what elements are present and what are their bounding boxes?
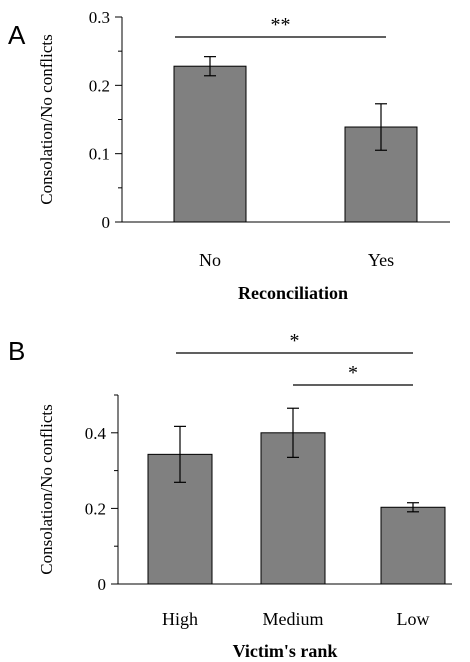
significance-label: * bbox=[290, 330, 300, 352]
x-tick-label: Yes bbox=[368, 250, 394, 270]
x-tick-label: No bbox=[199, 250, 221, 270]
x-tick-label: Low bbox=[397, 609, 430, 629]
bar-no bbox=[173, 65, 247, 223]
significance-label: * bbox=[348, 362, 358, 384]
y-tick-label: 0.3 bbox=[89, 8, 110, 27]
panel-b: B 0 0.2 0.4 Consolation/No conflicts High Medi… bbox=[8, 330, 452, 661]
panel-label: A bbox=[8, 20, 26, 50]
panel-a: A 0 0.1 0.2 0.3 Consolation/No conflicts No Yes… bbox=[8, 8, 450, 303]
y-tick-label: 0.2 bbox=[85, 499, 106, 518]
x-tick-label: Medium bbox=[263, 609, 324, 629]
y-tick-label: 0.2 bbox=[89, 76, 110, 95]
y-tick-label: 0 bbox=[98, 575, 107, 594]
x-tick-label: High bbox=[162, 609, 198, 629]
y-tick-label: 0.1 bbox=[89, 145, 110, 164]
y-tick-label: 0.4 bbox=[85, 424, 107, 443]
panel-label: B bbox=[8, 336, 25, 366]
y-tick-label: 0 bbox=[102, 213, 111, 232]
bar-medium bbox=[260, 432, 326, 585]
x-axis-title: Reconciliation bbox=[238, 283, 348, 303]
significance-label: ** bbox=[271, 14, 291, 36]
bar-low bbox=[380, 506, 446, 585]
y-axis-title: Consolation/No conflicts bbox=[37, 404, 56, 574]
y-axis-title: Consolation/No conflicts bbox=[37, 34, 56, 204]
x-axis-title: Victim's rank bbox=[233, 641, 338, 661]
